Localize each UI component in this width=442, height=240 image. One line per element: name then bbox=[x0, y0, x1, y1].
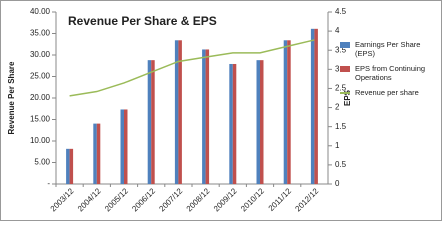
bar bbox=[310, 28, 315, 184]
y-tick-label: 25.00 bbox=[30, 72, 51, 81]
y-tick-label: - bbox=[47, 179, 50, 188]
bar bbox=[314, 28, 318, 184]
legend-item: Earnings Per Share (EPS) bbox=[340, 40, 440, 58]
bar bbox=[287, 40, 291, 185]
y2-tick-label: 4.5 bbox=[335, 7, 347, 16]
bar bbox=[174, 40, 179, 185]
y2-axis-title: EPS bbox=[343, 89, 352, 106]
y2-tick-label: 3 bbox=[335, 64, 340, 73]
line bbox=[69, 39, 315, 97]
y2-tick-label: 0 bbox=[335, 179, 340, 188]
legend-label: EPS from Continuing Operations bbox=[355, 64, 426, 82]
y-tick-label: 10.00 bbox=[30, 136, 51, 145]
y2-tick-label: 1 bbox=[335, 141, 340, 150]
y-tick-label: 15.00 bbox=[30, 115, 51, 124]
bar bbox=[232, 63, 237, 184]
legend-swatch bbox=[340, 66, 350, 72]
bar bbox=[178, 40, 182, 185]
y-tick-label: 5.00 bbox=[34, 158, 50, 167]
bar bbox=[229, 63, 233, 184]
bar bbox=[93, 123, 97, 184]
bar bbox=[151, 60, 155, 184]
bar bbox=[120, 109, 124, 184]
legend-label: Revenue per share bbox=[355, 88, 419, 97]
bar bbox=[124, 109, 128, 184]
chart-svg: Revenue Per Share & EPS Revenue Per Shar… bbox=[0, 0, 442, 221]
chart: Revenue Per Share & EPS Revenue Per Shar… bbox=[0, 0, 442, 221]
y2-tick-label: 2.5 bbox=[335, 84, 347, 93]
bar bbox=[256, 60, 260, 184]
legend-item: Revenue per share bbox=[340, 88, 440, 97]
y-tick-label: 40.00 bbox=[30, 7, 51, 16]
bar bbox=[66, 148, 70, 184]
y-tick-label: 35.00 bbox=[30, 29, 51, 38]
bar bbox=[283, 40, 288, 185]
y2-tick-label: 1.5 bbox=[335, 122, 347, 131]
y2-tick-label: 3.5 bbox=[335, 45, 347, 54]
bar bbox=[147, 60, 152, 184]
bar bbox=[96, 123, 101, 184]
bar bbox=[69, 148, 74, 184]
legend-swatch bbox=[340, 42, 350, 48]
y-tick-label: 30.00 bbox=[30, 50, 51, 59]
legend-item: EPS from Continuing Operations bbox=[340, 64, 440, 82]
bar bbox=[260, 60, 264, 184]
bar bbox=[202, 49, 206, 184]
y2-tick-label: 4 bbox=[335, 26, 340, 35]
legend: Earnings Per Share (EPS) EPS from Continu… bbox=[340, 40, 440, 103]
y-axis-title: Revenue Per Share bbox=[7, 61, 16, 134]
bar bbox=[205, 49, 210, 184]
legend-swatch bbox=[340, 92, 350, 94]
legend-label: Earnings Per Share (EPS) bbox=[355, 40, 421, 58]
y-tick-label: 20.00 bbox=[30, 93, 51, 102]
y2-tick-label: 0.5 bbox=[335, 160, 347, 169]
chart-title: Revenue Per Share & EPS bbox=[68, 14, 217, 28]
y2-tick-label: 2 bbox=[335, 103, 340, 112]
chart-border bbox=[0, 0, 442, 221]
